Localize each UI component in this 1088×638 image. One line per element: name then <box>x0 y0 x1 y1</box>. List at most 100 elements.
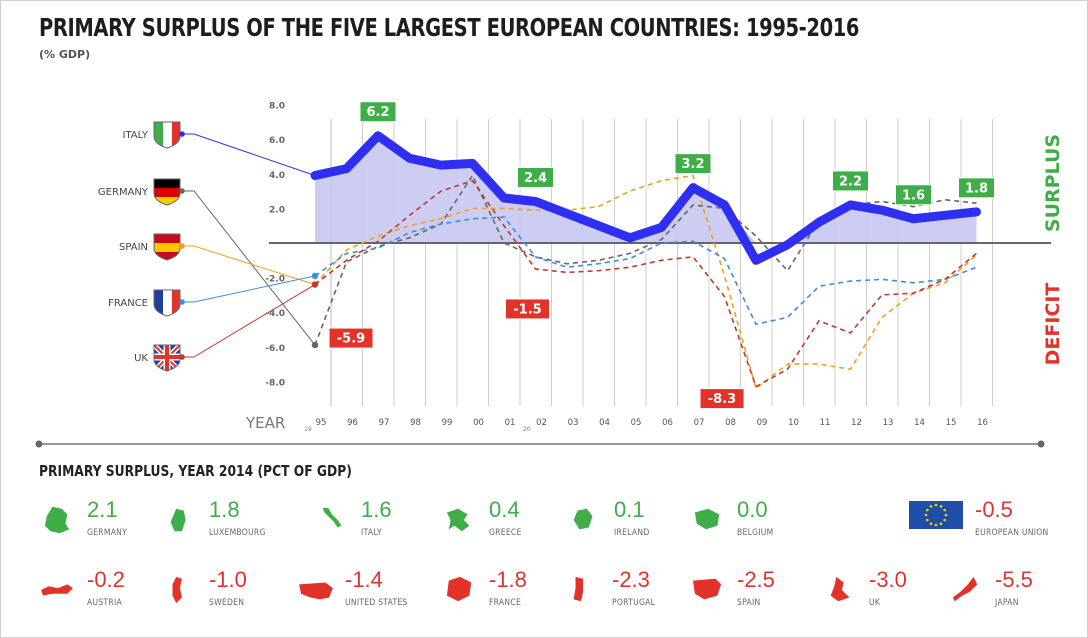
legend-dot-italy <box>179 131 185 137</box>
country-name: ITALY <box>361 528 382 538</box>
country-tile: -1.0 SWEDEN <box>161 567 291 623</box>
country-name: BELGIUM <box>737 528 774 538</box>
country-value: 0.1 <box>614 497 645 522</box>
country-name: FRANCE <box>489 598 522 608</box>
country-value: -2.3 <box>612 567 650 592</box>
country-name: SPAIN <box>737 598 761 608</box>
divider-dot <box>1037 440 1045 448</box>
country-value: -0.5 <box>975 497 1013 522</box>
series-line-uk <box>314 179 978 388</box>
greece-map-icon <box>446 508 470 532</box>
flag-italy-icon <box>153 121 181 149</box>
legend-connector-spain <box>182 245 316 285</box>
united-states-map-icon <box>299 582 333 600</box>
country-value: -1.4 <box>345 567 383 592</box>
country-tile: -2.3 PORTUGAL <box>564 567 694 623</box>
country-name: UNITED STATES <box>345 598 408 608</box>
luxembourg-map-icon <box>170 508 186 532</box>
y-tick-label: 8.0 <box>269 102 285 112</box>
callout-label: -5.9 <box>337 332 365 347</box>
country-value: -1.0 <box>209 567 247 592</box>
callout-italy-17: 2.2 <box>832 170 869 192</box>
country-value: 2.1 <box>87 497 118 522</box>
callout-uk-7: -1.5 <box>505 298 550 320</box>
eu-flag-icon <box>909 501 963 529</box>
country-value: 0.4 <box>489 497 520 522</box>
legend-label-uk: UK <box>134 353 148 364</box>
series-start-dot-france <box>311 272 319 280</box>
country-value: -2.5 <box>737 567 775 592</box>
y-tick-label: -4.0 <box>265 309 285 319</box>
legend-connector-germany <box>182 190 316 346</box>
section-title: PRIMARY SURPLUS, YEAR 2014 (PCT OF GDP) <box>39 462 352 480</box>
country-value: 0.0 <box>737 497 768 522</box>
country-value: 1.8 <box>209 497 240 522</box>
country-tile: -0.5 EUROPEAN UNION <box>909 497 1087 553</box>
italy-map-icon <box>322 507 342 528</box>
primary-surplus-chart: 8.0 6.0 4.0 2.0 -2.0 -4.0 -6.0 -8.0 ITALY GERMANY… <box>35 101 1064 448</box>
deficit-side-label: DEFICIT <box>1042 283 1064 366</box>
series-line-france <box>314 216 977 326</box>
x-tick-label: 12 <box>851 418 862 428</box>
spain-map-icon <box>693 578 722 600</box>
country-name: AUSTRIA <box>87 598 122 608</box>
callout-italy-12: 3.2 <box>674 153 712 175</box>
x-century-label: 20 <box>523 426 531 433</box>
x-tick-label: 11 <box>820 418 831 428</box>
country-tile: -5.5 JAPAN <box>947 567 1077 623</box>
x-tick-label: 98 <box>410 418 421 428</box>
x-tick-label: 96 <box>347 418 358 428</box>
callout-label: -1.5 <box>513 302 541 317</box>
series-start-dot-italy <box>311 172 319 179</box>
callout-uk-14: -8.3 <box>699 388 745 410</box>
country-name: IRELAND <box>614 528 650 538</box>
ireland-map-icon <box>573 508 593 530</box>
france-map-icon <box>446 576 472 602</box>
x-tick-label: 09 <box>757 418 768 428</box>
y-tick-label: -6.0 <box>265 344 285 354</box>
legend-label-spain: SPAIN <box>119 242 148 253</box>
legend-dot-france <box>179 299 185 305</box>
divider-dot <box>35 440 43 448</box>
germany-map-icon <box>44 506 70 534</box>
country-name: UK <box>869 598 881 608</box>
italy-area <box>315 135 977 243</box>
belgium-map-icon <box>694 508 720 530</box>
country-value: 1.6 <box>361 497 392 522</box>
legend-connector-france <box>182 275 316 303</box>
flag-uk-icon <box>153 344 181 372</box>
legend-label-france: FRANCE <box>108 298 148 309</box>
country-name: PORTUGAL <box>612 598 656 608</box>
country-value: -1.8 <box>489 567 527 592</box>
x-tick-label: 08 <box>725 418 736 428</box>
legend-label-germany: GERMANY <box>98 187 149 198</box>
country-name: EUROPEAN UNION <box>975 528 1049 538</box>
sweden-map-icon <box>172 576 182 604</box>
x-tick-label: 05 <box>631 418 642 428</box>
x-tick-label: 99 <box>442 418 453 428</box>
country-name: JAPAN <box>995 598 1019 608</box>
country-name: GREECE <box>489 528 522 538</box>
x-tick-label: 14 <box>914 418 925 428</box>
country-tile: 2.1 GERMANY <box>39 497 169 553</box>
x-tick-label: 04 <box>599 418 610 428</box>
callout-italy-19: 1.6 <box>895 184 932 206</box>
legend-dot-uk <box>179 354 185 360</box>
x-tick-label: 00 <box>473 418 484 428</box>
x-tick-label: 01 <box>505 418 516 428</box>
x-tick-label: 03 <box>568 418 579 428</box>
x-tick-label: 02 <box>536 418 547 428</box>
x-tick-label: 97 <box>379 418 390 428</box>
x-century-label: 19 <box>304 426 312 433</box>
legend-label-italy: ITALY <box>123 130 149 141</box>
country-value: -5.5 <box>995 567 1033 592</box>
country-name: SWEDEN <box>209 598 245 608</box>
country-tile: 0.1 IRELAND <box>566 497 696 553</box>
y-tick-label: 4.0 <box>269 171 285 181</box>
flag-france-icon <box>153 289 181 317</box>
page-title: PRIMARY SURPLUS OF THE FIVE LARGEST EURO… <box>39 13 860 42</box>
x-tick-label: 06 <box>662 418 673 428</box>
y-tick-label: -8.0 <box>265 378 285 388</box>
legend-connector-italy <box>182 133 316 177</box>
